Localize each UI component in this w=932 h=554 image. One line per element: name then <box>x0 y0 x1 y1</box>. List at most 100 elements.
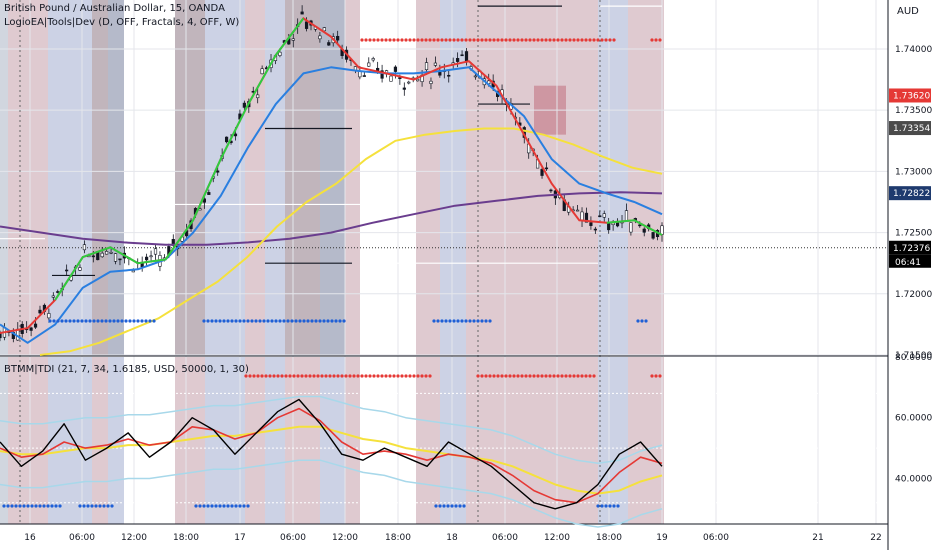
signal-dot-red <box>580 374 584 378</box>
signal-dot-blue <box>210 504 214 508</box>
signal-dot-red <box>504 38 508 42</box>
signal-dot-red <box>484 374 488 378</box>
candle-body <box>642 228 646 233</box>
candle-body <box>433 62 438 66</box>
price-tick-label: 1.74000 <box>895 45 932 55</box>
session-band <box>108 357 124 524</box>
currency-label: AUD <box>897 6 919 17</box>
signal-dot-red <box>292 374 296 378</box>
signal-dot-red <box>568 38 572 42</box>
signal-dot-blue <box>60 319 64 323</box>
signal-dot-red <box>244 374 248 378</box>
signal-dot-blue <box>636 319 640 323</box>
signal-dot-red <box>404 374 408 378</box>
signal-dot-red <box>524 38 528 42</box>
signal-dot-blue <box>92 319 96 323</box>
time-tick-label: 12:00 <box>121 533 147 543</box>
time-tick-label: 18:00 <box>385 533 411 543</box>
signal-dot-red <box>492 374 496 378</box>
session-band <box>345 357 360 524</box>
candle-body <box>624 210 629 221</box>
candle-body <box>260 68 264 75</box>
candle-body <box>447 74 451 77</box>
signal-dot-red <box>532 374 536 378</box>
signal-dot-red <box>520 38 524 42</box>
time-tick-label: 12:00 <box>544 533 570 543</box>
signal-dot-blue <box>206 319 210 323</box>
signal-dot-blue <box>326 319 330 323</box>
signal-dot-blue <box>206 504 210 508</box>
signal-dot-blue <box>194 504 198 508</box>
signal-dot-red <box>380 38 384 42</box>
candle-body <box>33 323 38 328</box>
signal-dot-red <box>536 374 540 378</box>
signal-dot-red <box>580 38 584 42</box>
signal-dot-blue <box>452 319 456 323</box>
signal-dot-blue <box>462 504 466 508</box>
session-band <box>92 0 124 355</box>
oscillator-tick-label: 60.00000 <box>895 414 932 424</box>
signal-dot-red <box>264 374 268 378</box>
signal-dot-red <box>436 38 440 42</box>
signal-dot-red <box>368 374 372 378</box>
signal-dot-blue <box>6 504 10 508</box>
time-tick-label: 21 <box>812 533 823 543</box>
signal-dot-red <box>324 374 328 378</box>
countdown-tag <box>889 254 931 268</box>
signal-dot-blue <box>202 504 206 508</box>
signal-dot-red <box>396 374 400 378</box>
candle-body <box>540 169 544 176</box>
session-band <box>245 357 265 524</box>
tdi-rsi-line <box>0 398 663 510</box>
candle-body <box>402 87 406 90</box>
symbol-title: British Pound / Australian Dollar, 15, O… <box>4 3 225 14</box>
signal-dot-blue <box>432 319 436 323</box>
signal-dot-red <box>416 38 420 42</box>
signal-dot-red <box>472 38 476 42</box>
session-band <box>48 357 92 524</box>
signal-dot-blue <box>210 319 214 323</box>
signal-dot-blue <box>230 319 234 323</box>
signal-dot-red <box>612 38 616 42</box>
signal-dot-red <box>364 374 368 378</box>
signal-dot-red <box>604 38 608 42</box>
candle-body <box>322 27 326 32</box>
session-band <box>628 357 664 524</box>
candle-body <box>575 209 580 212</box>
session-band <box>598 357 628 524</box>
time-tick-label: 16 <box>24 533 36 543</box>
signal-dot-red <box>500 374 504 378</box>
signal-dot-blue <box>218 504 222 508</box>
signal-dot-blue <box>338 319 342 323</box>
signal-dot-red <box>564 374 568 378</box>
signal-dot-blue <box>14 504 18 508</box>
signal-dot-red <box>368 38 372 42</box>
signal-dot-red <box>420 38 424 42</box>
signal-dot-blue <box>330 319 334 323</box>
signal-dot-red <box>348 374 352 378</box>
candle-body <box>105 251 109 255</box>
signal-dot-red <box>408 38 412 42</box>
candle-body <box>429 80 433 84</box>
candle-body <box>278 51 282 56</box>
signal-dot-red <box>480 38 484 42</box>
signal-dot-blue <box>58 504 62 508</box>
candle-body <box>47 313 51 319</box>
signal-dot-blue <box>250 319 254 323</box>
signal-dot-blue <box>458 504 462 508</box>
signal-dot-red <box>364 38 368 42</box>
price-tag-label: 1.72822 <box>893 189 930 199</box>
signal-dot-red <box>372 374 376 378</box>
session-band <box>92 357 108 524</box>
signal-dot-blue <box>132 319 136 323</box>
candle-body <box>51 295 55 298</box>
signal-dot-blue <box>86 504 90 508</box>
signal-dot-blue <box>446 504 450 508</box>
signal-dot-blue <box>124 319 128 323</box>
candle-body <box>456 58 460 62</box>
signal-dot-blue <box>48 319 52 323</box>
signal-dot-blue <box>108 319 112 323</box>
signal-dot-red <box>428 374 432 378</box>
